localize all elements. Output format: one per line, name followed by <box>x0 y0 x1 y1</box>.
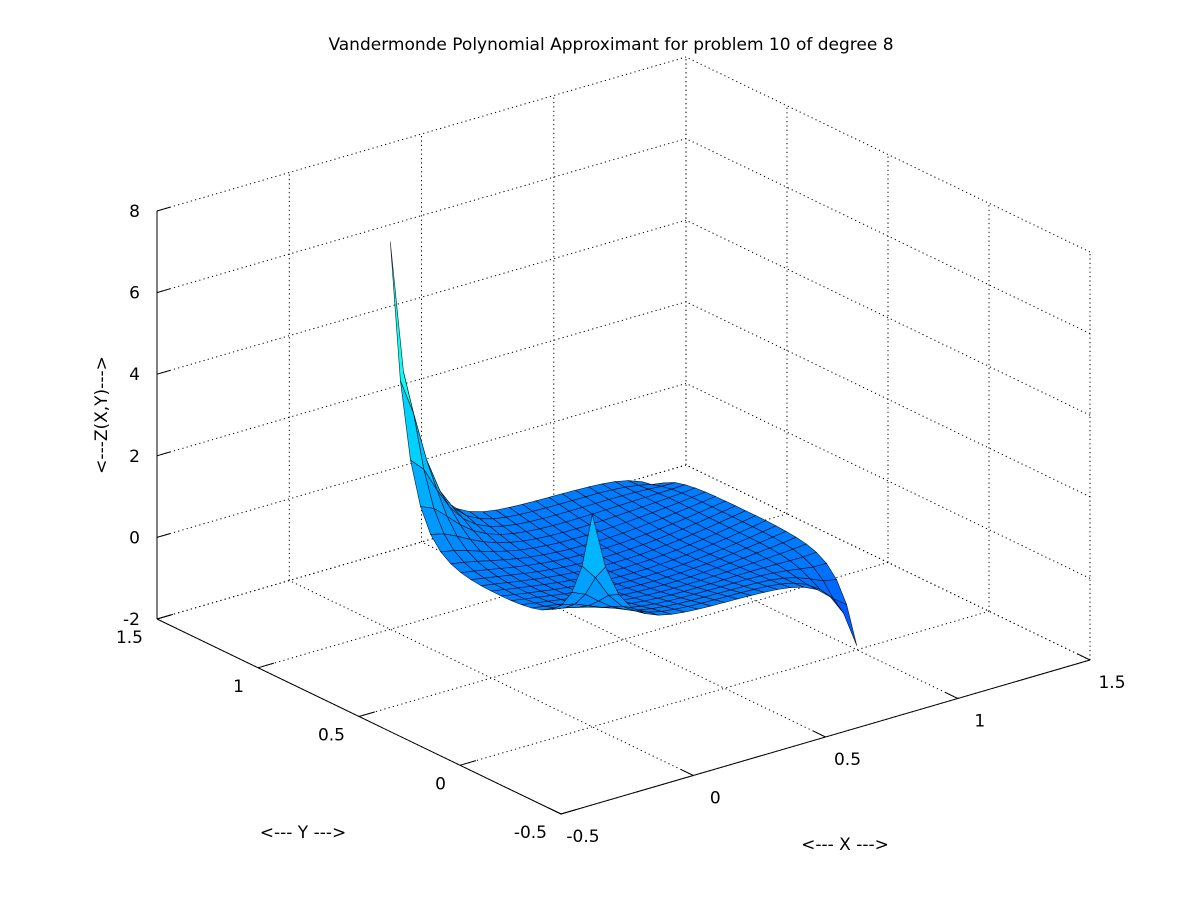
y-tick-mark <box>459 760 477 766</box>
z-tick-mark <box>156 451 171 457</box>
z-tick-label: 2 <box>129 447 140 467</box>
y-tick-mark <box>358 711 376 717</box>
z-tick-label: 4 <box>129 365 140 385</box>
z-tick-label: -2 <box>123 610 140 630</box>
y-tick-label: 0.5 <box>318 726 345 746</box>
x-tick-label: 0.5 <box>834 750 861 770</box>
y-axis-label: <--- Y ---> <box>260 823 347 843</box>
x-tick-label: -0.5 <box>566 827 599 847</box>
surface-facet <box>581 514 606 579</box>
x-tick-mark <box>548 807 562 815</box>
x-axis-label: <--- X ---> <box>801 835 889 855</box>
x-tick-mark <box>1077 653 1091 661</box>
x-tick-label: 0 <box>710 789 721 809</box>
x-tick-label: 1 <box>974 712 985 732</box>
z-tick-label: 0 <box>129 528 140 548</box>
z-axis-label: <---Z(X,Y)---> <box>92 356 112 474</box>
y-tick-label: 0 <box>435 774 446 794</box>
z-tick-label: 8 <box>129 202 140 222</box>
chart-title: Vandermonde Polynomial Approximant for p… <box>328 35 893 55</box>
z-tick-label: 6 <box>129 284 140 304</box>
z-tick-mark <box>156 369 171 375</box>
x-tick-mark <box>680 769 694 776</box>
z-tick-mark <box>156 206 171 212</box>
y-tick-label: 1 <box>233 677 244 697</box>
surface-facet <box>832 598 858 646</box>
x-tick-mark <box>813 730 826 738</box>
x-tick-mark <box>945 692 959 699</box>
surface-mesh <box>390 241 858 646</box>
y-tick-mark <box>560 808 578 815</box>
axes <box>156 206 1091 815</box>
grid-line <box>459 610 990 766</box>
z-tick-mark <box>156 288 171 294</box>
y-tick-label: 1.5 <box>116 628 143 648</box>
surface-facet <box>400 380 425 470</box>
y-tick-mark <box>257 662 275 669</box>
z-tick-mark <box>156 614 171 620</box>
z-tick-mark <box>156 533 171 538</box>
grid-line <box>156 219 687 375</box>
x-tick-label: 1.5 <box>1098 673 1125 693</box>
y-tick-label: -0.5 <box>514 823 547 843</box>
